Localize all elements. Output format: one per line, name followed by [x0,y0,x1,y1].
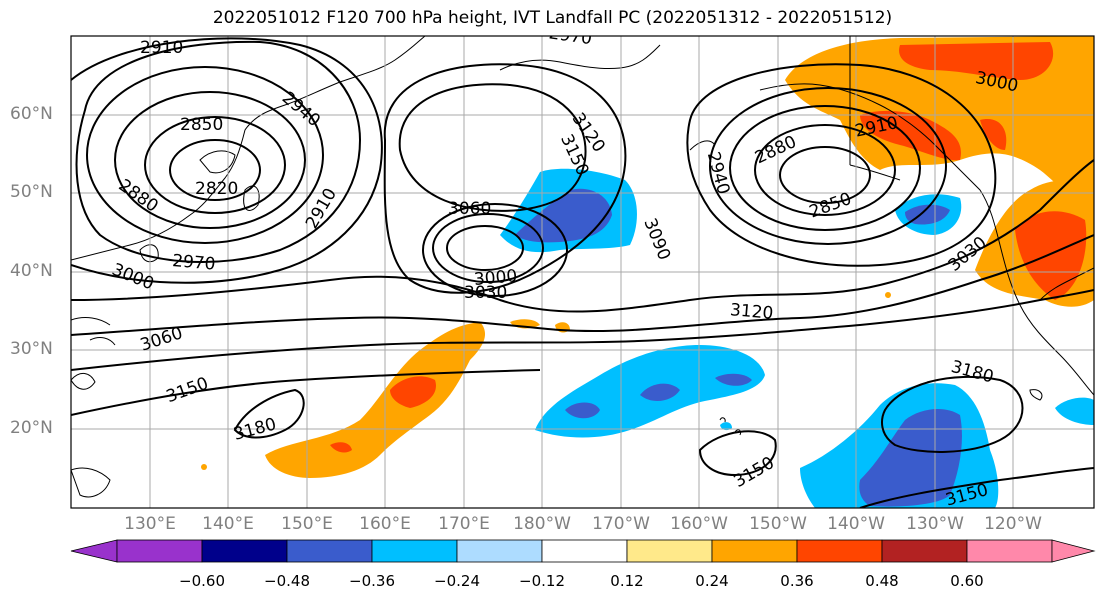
longitude-label: 130°W [906,514,964,534]
colorbar-tick-label: 0.36 [780,572,814,590]
colorbar-bin [626,539,713,563]
ivt-negative-fields [500,168,1094,508]
colorbar-tick-label: −0.48 [264,572,310,590]
colorbar-tick-label: 0.48 [865,572,899,590]
contour-label: 2820 [195,179,238,199]
longitude-label: 160°W [670,514,728,534]
contour-label: 2850 [180,115,223,135]
height-contours [71,37,1094,508]
latitude-label: 50°N [10,182,53,202]
ivt-positive-fields [201,36,1094,478]
longitude-label: 140°W [827,514,885,534]
colorbar-bin [966,539,1053,563]
contour-label: 2910 [140,38,183,58]
colorbar-tick-label: 0.60 [950,572,984,590]
colorbar-tick-label: −0.60 [179,572,225,590]
colorbar-extend-high [1051,539,1096,563]
contour-label: 2970 [171,251,216,275]
colorbar-tick-label: −0.24 [434,572,480,590]
colorbar-bin [201,539,288,563]
contour-label: 3060 [448,199,491,219]
colorbar-bin [881,539,968,563]
latitude-label: 40°N [10,261,53,281]
colorbar-bin [116,539,203,563]
longitude-label: 170°W [592,514,650,534]
colorbar-tick-label: 0.12 [610,572,644,590]
contour-label: 3000 [473,266,518,290]
longitude-label: 150°W [749,514,807,534]
latitude-label: 30°N [10,339,53,359]
longitude-label: 150°E [281,514,333,534]
map-frame [70,35,1095,509]
chart-title: 2022051012 F120 700 hPa height, IVT Land… [212,8,893,28]
colorbar-bin [541,539,628,563]
colorbar-bin [796,539,883,563]
colorbar-extend-low [70,539,118,563]
colorbar-tick-label: −0.12 [519,572,565,590]
longitude-label: 160°E [359,514,411,534]
longitude-label: 140°E [202,514,254,534]
colorbar-bin [286,539,373,563]
latitude-label: 20°N [10,418,53,438]
colorbar-bin [456,539,543,563]
longitude-label: 180°W [513,514,571,534]
longitude-label: 170°E [438,514,490,534]
colorbar-bin [371,539,458,563]
contour-label: 3030 [464,283,507,303]
colorbar-bin [711,539,798,563]
longitude-label: 130°E [124,514,176,534]
longitude-label: 120°W [984,514,1042,534]
colorbar [70,539,1096,563]
latitude-label: 60°N [10,104,53,124]
colorbar-tick-label: −0.36 [349,572,395,590]
colorbar-tick-label: 0.24 [695,572,729,590]
contour-label: 3120 [729,300,774,324]
